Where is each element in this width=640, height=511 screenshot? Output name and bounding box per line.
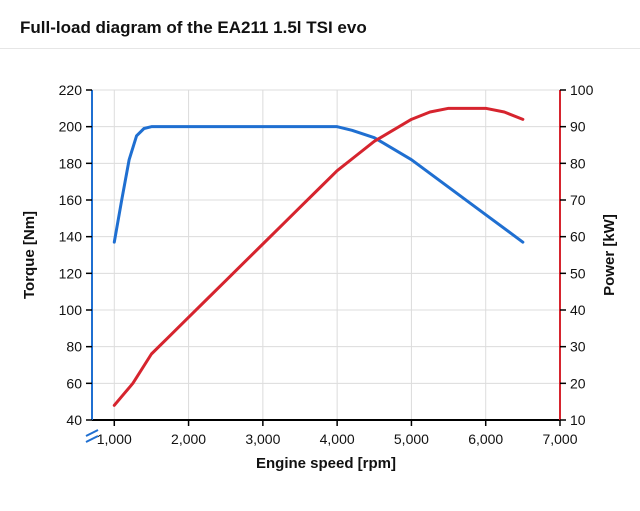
chart-svg: 1,000 2,000 3,000 4,000 5,000 6,000 7,000 40 60 8… bbox=[0, 60, 640, 500]
x-tick-label: 5,000 bbox=[394, 431, 429, 447]
y-left-tick-label: 180 bbox=[59, 155, 83, 171]
series-torque bbox=[114, 127, 523, 243]
x-tick-label: 3,000 bbox=[245, 431, 280, 447]
y-right-tick-label: 80 bbox=[570, 155, 586, 171]
y-right-tick-label: 40 bbox=[570, 302, 586, 318]
y-left-tick-label: 100 bbox=[59, 302, 83, 318]
series-power bbox=[114, 108, 523, 405]
y-right-tick-label: 100 bbox=[570, 82, 594, 98]
y-left-tick-label: 200 bbox=[59, 119, 83, 135]
x-tick-label: 2,000 bbox=[171, 431, 206, 447]
x-tick-label: 6,000 bbox=[468, 431, 503, 447]
y-left-tick-label: 160 bbox=[59, 192, 83, 208]
y-right-tick-label: 10 bbox=[570, 412, 586, 428]
y-right-tick-label: 60 bbox=[570, 229, 586, 245]
y-right-tick-label: 20 bbox=[570, 375, 586, 391]
y-left-tick-label: 120 bbox=[59, 265, 83, 281]
y-left-tick-label: 220 bbox=[59, 82, 83, 98]
y-right-tick-label: 70 bbox=[570, 192, 586, 208]
y-right-tick-label: 30 bbox=[570, 339, 586, 355]
y-right-tick-label: 90 bbox=[570, 119, 586, 135]
x-tick-label: 4,000 bbox=[320, 431, 355, 447]
chart-container: 1,000 2,000 3,000 4,000 5,000 6,000 7,000 40 60 8… bbox=[0, 60, 640, 500]
x-axis-title: Engine speed [rpm] bbox=[256, 455, 396, 472]
y-left-axis-title: Torque [Nm] bbox=[21, 211, 38, 299]
y-right-axis-title: Power [kW] bbox=[601, 214, 618, 296]
chart-title: Full-load diagram of the EA211 1.5l TSI … bbox=[20, 18, 367, 38]
y-right-tick-label: 50 bbox=[570, 265, 586, 281]
y-left-tick-label: 40 bbox=[66, 412, 82, 428]
title-divider bbox=[0, 48, 640, 49]
x-tick-label: 7,000 bbox=[542, 431, 577, 447]
y-left-tick-label: 140 bbox=[59, 229, 83, 245]
y-left-tick-label: 80 bbox=[66, 339, 82, 355]
y-left-tick-label: 60 bbox=[66, 375, 82, 391]
x-tick-label: 1,000 bbox=[97, 431, 132, 447]
